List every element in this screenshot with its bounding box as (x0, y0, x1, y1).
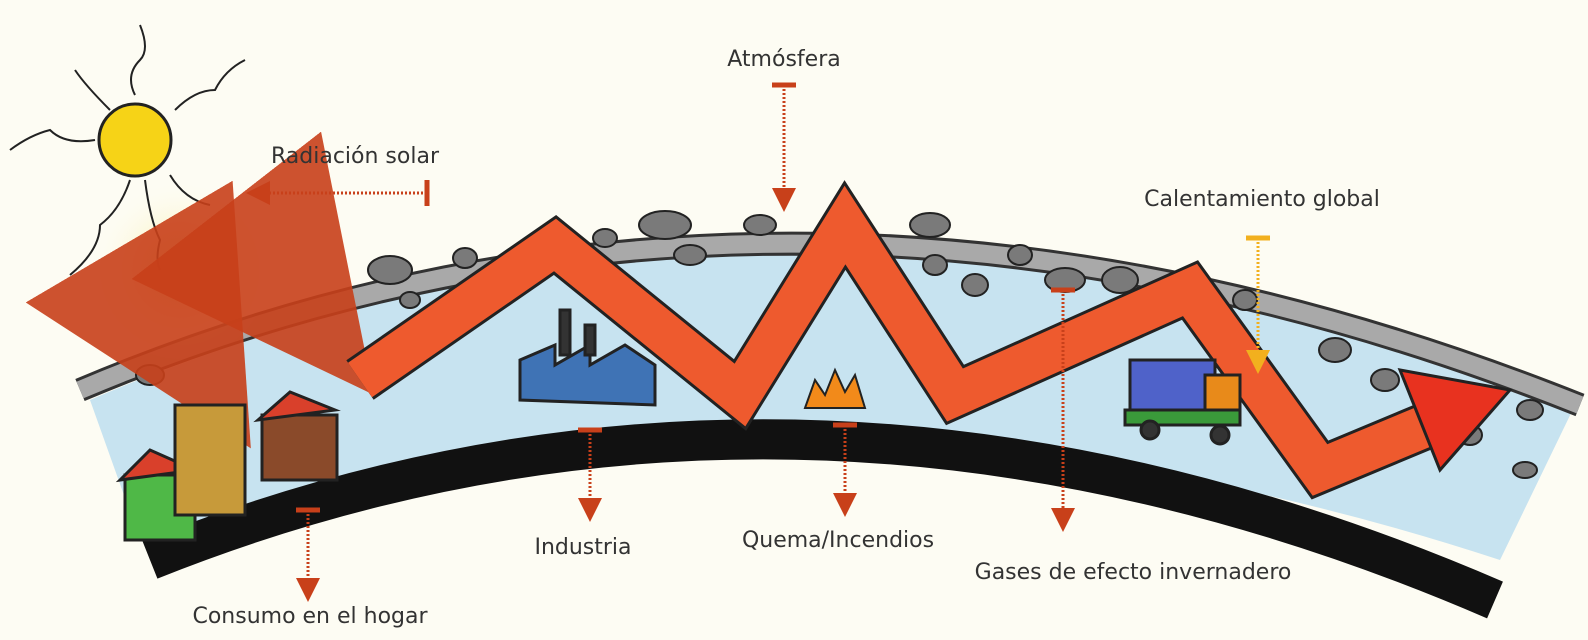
label: Industria (534, 535, 631, 560)
greenhouse-diagram: Atmósfera Radiación solar Calentamiento … (0, 0, 1588, 640)
label: Consumo en el hogar (192, 604, 428, 629)
label: Quema/Incendios (742, 528, 934, 553)
sun (99, 104, 171, 176)
label: Gases de efecto invernadero (975, 560, 1292, 585)
label: Radiación solar (271, 144, 440, 169)
label: Calentamiento global (1144, 187, 1380, 212)
label: Atmósfera (727, 47, 840, 72)
